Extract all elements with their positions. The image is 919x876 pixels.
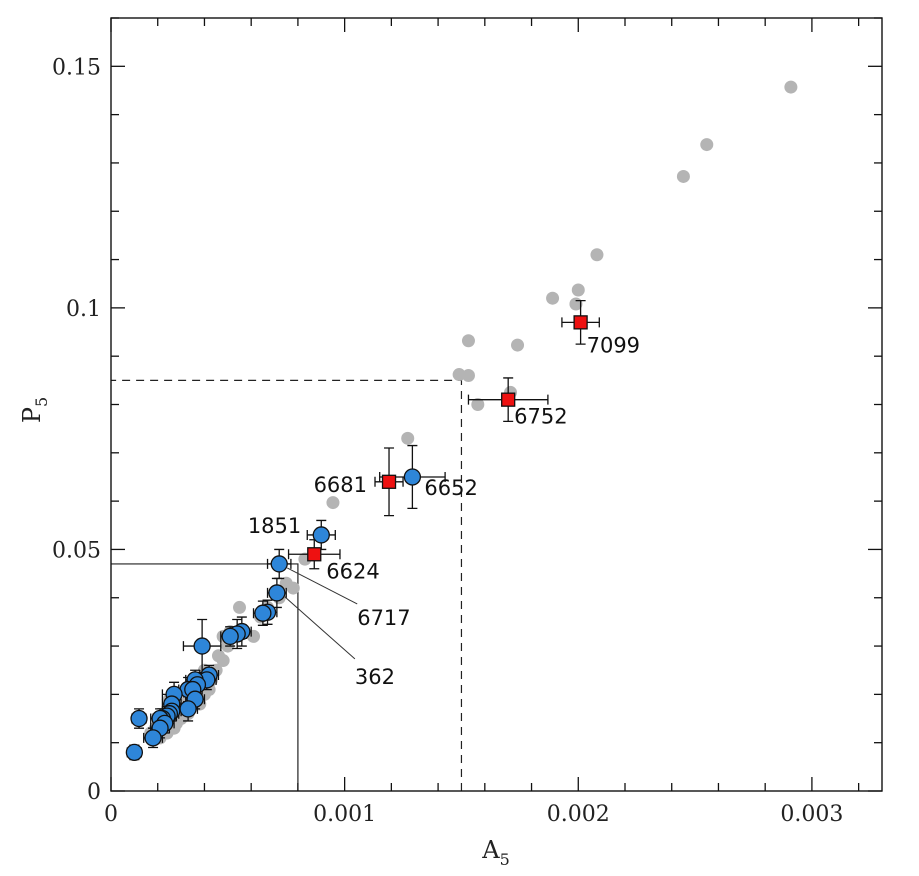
- grey-point: [326, 496, 340, 510]
- x-tick-label: 0.003: [780, 802, 843, 827]
- blue-point: [312, 526, 330, 544]
- red-point: [573, 315, 588, 330]
- blue-point: [179, 700, 197, 718]
- point-label-6624: 6624: [326, 559, 379, 583]
- grey-point: [511, 338, 525, 352]
- grey-point: [700, 138, 714, 152]
- grey-point: [676, 169, 690, 183]
- leader-line-6717: [286, 567, 358, 605]
- x-tick-label: 0: [104, 802, 118, 827]
- grey-point: [546, 291, 560, 305]
- plot-frame: [110, 17, 883, 792]
- y-axis-label: P5: [18, 397, 51, 423]
- y-tick-label: 0: [87, 780, 101, 805]
- grey-point: [279, 576, 293, 590]
- grey-point: [571, 283, 585, 297]
- x-axis-label: A5: [481, 836, 510, 869]
- grey-point: [471, 398, 485, 411]
- grey-point: [401, 431, 415, 445]
- point-label-1851: 1851: [248, 514, 301, 538]
- grey-point: [452, 368, 466, 382]
- point-label-6717: 6717: [357, 606, 410, 630]
- blue-point: [268, 584, 286, 602]
- blue-point: [403, 468, 422, 486]
- x-tick-label: 0.002: [547, 802, 610, 827]
- blue-point: [125, 743, 144, 761]
- point-label-362: 362: [355, 665, 395, 689]
- y-tick-label: 0.15: [52, 55, 101, 80]
- y-tick-label: 0.05: [52, 538, 101, 563]
- grey-point: [461, 369, 475, 383]
- grey-point: [211, 649, 225, 663]
- leader-line-362: [284, 596, 356, 660]
- grey-point: [461, 334, 475, 348]
- blue-point: [193, 637, 211, 655]
- red-point: [307, 547, 322, 562]
- x-tick-label: 0.001: [313, 802, 376, 827]
- point-label-6752: 6752: [514, 405, 567, 429]
- blue-point: [270, 555, 288, 573]
- red-point: [501, 392, 516, 407]
- blue-point: [254, 604, 272, 622]
- blue-point: [130, 709, 148, 728]
- y-tick-label: 0.1: [66, 297, 101, 322]
- grey-point: [590, 248, 604, 262]
- point-label-7099: 7099: [587, 333, 640, 357]
- blue-point: [144, 729, 162, 747]
- point-label-6681: 6681: [314, 473, 367, 497]
- grey-point: [784, 80, 798, 94]
- reference-line-solid: [111, 563, 299, 791]
- blue-point: [221, 627, 239, 646]
- grey-point: [233, 600, 246, 614]
- red-point: [381, 474, 397, 489]
- point-label-6652: 6652: [424, 476, 477, 500]
